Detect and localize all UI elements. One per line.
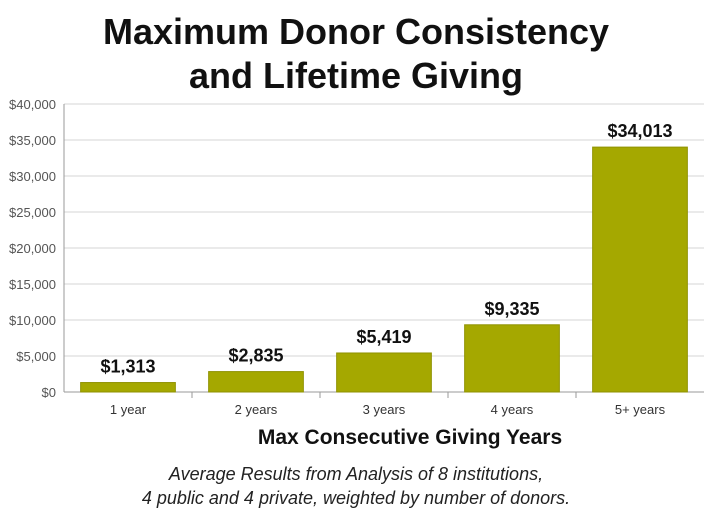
x-tick-label: 3 years: [363, 402, 406, 417]
y-tick-label: $15,000: [9, 277, 56, 292]
chart-title-line-2: and Lifetime Giving: [188, 55, 524, 96]
y-tick-label: $10,000: [9, 313, 56, 328]
data-label: $34,013: [607, 121, 672, 141]
y-tick-label: $30,000: [9, 169, 56, 184]
data-label: $9,335: [484, 299, 539, 319]
x-tick-label: 1 year: [110, 402, 147, 417]
x-tick-label: 5+ years: [615, 402, 666, 417]
y-tick-label: $25,000: [9, 205, 56, 220]
bar: [80, 382, 176, 393]
bar: [592, 146, 688, 393]
y-tick-label: $5,000: [16, 349, 56, 364]
bar: [336, 352, 432, 393]
y-tick-label: $35,000: [9, 133, 56, 148]
data-labels: $1,313 $2,835 $5,419 $9,335 $34,013: [100, 121, 672, 376]
x-tick-label: 4 years: [491, 402, 534, 417]
y-tick-label: $0: [42, 385, 56, 400]
footnote-line-1: Average Results from Analysis of 8 insti…: [168, 464, 544, 484]
chart-title: Maximum Donor Consistency and Lifetime G…: [0, 10, 712, 98]
bars: [80, 146, 688, 393]
y-tick-label: $20,000: [9, 241, 56, 256]
y-tick-label: $40,000: [9, 97, 56, 112]
chart-title-line-1: Maximum Donor Consistency: [102, 11, 610, 52]
data-label: $2,835: [228, 346, 283, 366]
bar: [464, 324, 560, 393]
y-axis-ticks: $0 $5,000 $10,000 $15,000 $20,000 $25,000 $30,…: [9, 97, 56, 400]
footnote: Average Results from Analysis of 8 insti…: [0, 462, 712, 510]
footnote-line-2: 4 public and 4 private, weighted by numb…: [141, 488, 571, 508]
x-tick-label: 2 years: [235, 402, 278, 417]
x-axis-label: Max Consecutive Giving Years: [258, 426, 562, 449]
bar: [208, 371, 304, 393]
data-label: $1,313: [100, 357, 155, 377]
x-axis-ticks: 1 year 2 years 3 years 4 years 5+ years: [110, 392, 666, 417]
data-label: $5,419: [356, 327, 411, 347]
